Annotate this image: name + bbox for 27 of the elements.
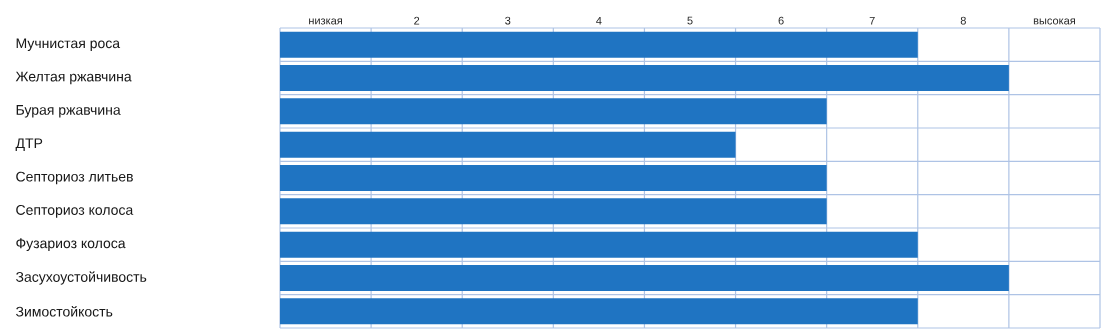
y-tick-label: Мучнистая роса — [16, 38, 121, 51]
bar — [280, 131, 736, 158]
y-tick-label: ДТР — [15, 138, 43, 151]
x-tick-label: 2 — [414, 16, 420, 25]
x-tick-label: 6 — [778, 16, 784, 25]
bar — [280, 65, 1009, 92]
bar — [280, 298, 918, 325]
x-tick-label: высокая — [1033, 18, 1075, 25]
bar — [280, 165, 827, 191]
y-tick-label: Септориоз литьев — [16, 171, 133, 185]
x-tick-label: 8 — [960, 16, 966, 25]
bar — [280, 265, 1009, 292]
y-tick-label: Бурая ржавчина — [16, 105, 121, 118]
x-tick-label: низкая — [309, 18, 342, 25]
y-tick-label: Желтая ржавчина — [15, 71, 132, 85]
bar — [280, 31, 918, 58]
y-tick-label: Зимостойкость — [15, 306, 113, 317]
x-tick-label: 3 — [505, 16, 511, 25]
x-tick-label: 7 — [869, 16, 875, 25]
bar — [280, 198, 827, 225]
y-tick-label: Септориоз колоса — [16, 204, 134, 218]
bar — [280, 98, 827, 125]
bar — [280, 231, 918, 258]
x-tick-label: 4 — [596, 16, 602, 25]
y-tick-label: Засухоустойчивость — [15, 271, 147, 285]
x-tick-label: 5 — [687, 16, 693, 25]
y-tick-label: Фузариоз колоса — [16, 238, 126, 251]
